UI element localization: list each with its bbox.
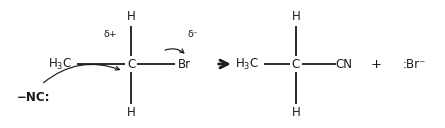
- Text: −NC:: −NC:: [17, 91, 50, 104]
- FancyArrowPatch shape: [44, 64, 119, 83]
- Text: +: +: [371, 57, 381, 71]
- FancyArrowPatch shape: [165, 49, 184, 53]
- Text: H$_3$C: H$_3$C: [235, 56, 259, 72]
- Text: H: H: [127, 10, 136, 23]
- Text: Br: Br: [178, 57, 191, 71]
- Text: C: C: [127, 57, 135, 71]
- Text: CN: CN: [336, 57, 352, 71]
- Text: H: H: [127, 106, 136, 119]
- Text: C: C: [292, 57, 300, 71]
- Text: H: H: [291, 106, 300, 119]
- Text: H$_3$C: H$_3$C: [48, 56, 72, 72]
- Text: δ+: δ+: [104, 30, 117, 39]
- Text: :Br⁻: :Br⁻: [402, 57, 425, 71]
- Text: δ⁻: δ⁻: [187, 30, 198, 39]
- Text: H: H: [291, 10, 300, 23]
